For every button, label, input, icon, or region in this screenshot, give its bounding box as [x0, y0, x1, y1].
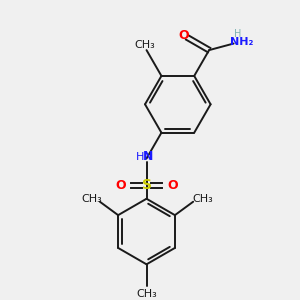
Text: O: O [116, 179, 126, 192]
Text: CH₃: CH₃ [136, 289, 157, 299]
Text: H: H [234, 28, 241, 39]
Text: N: N [143, 150, 154, 163]
Text: S: S [142, 178, 152, 192]
Text: CH₃: CH₃ [82, 194, 102, 204]
Text: NH₂: NH₂ [230, 37, 253, 46]
Text: O: O [167, 179, 178, 192]
Text: O: O [178, 29, 188, 42]
Text: CH₃: CH₃ [134, 40, 155, 50]
Text: CH₃: CH₃ [193, 194, 214, 204]
Text: H: H [135, 152, 144, 161]
